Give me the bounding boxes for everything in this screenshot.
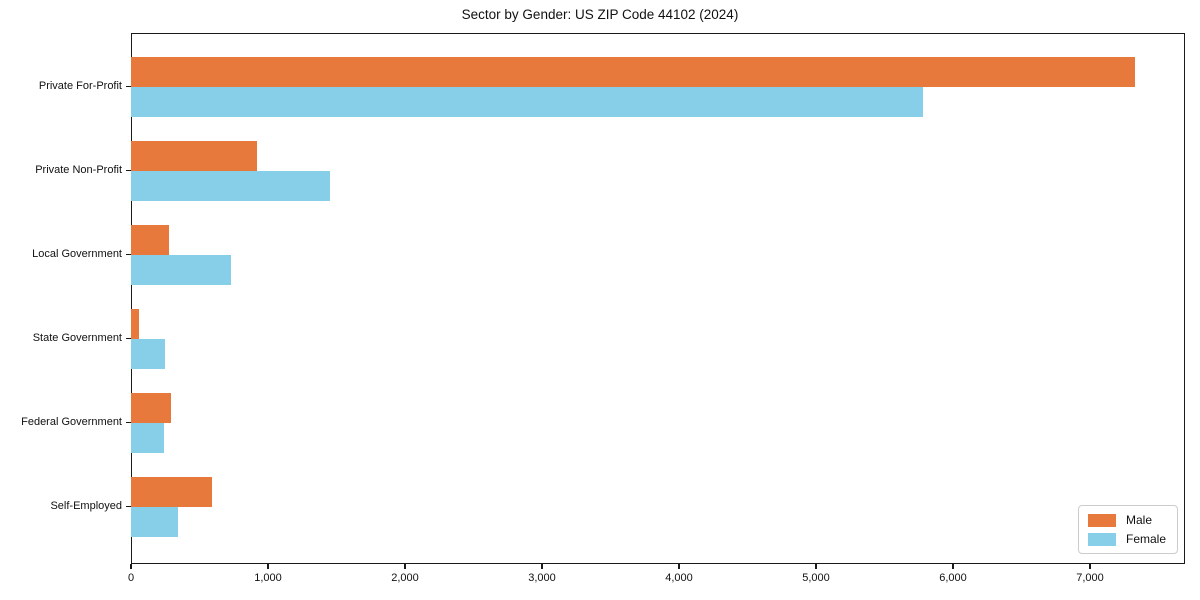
bar-male-1 [131,140,258,171]
x-axis-tick-label: 5,000 [802,572,830,584]
x-axis-tick [267,564,269,569]
legend: Male Female [1077,505,1178,554]
bar-male-2 [131,224,170,255]
bar-female-1 [131,170,330,201]
y-axis-label: Federal Government [21,416,122,428]
y-axis-tick [126,505,131,508]
y-axis-label: Self-Employed [50,500,122,512]
y-axis-label: Local Government [32,248,122,260]
x-axis-tick-label: 6,000 [939,572,967,584]
legend-label-female: Female [1125,532,1166,546]
y-axis-tick [126,421,131,424]
y-axis-tick [126,337,131,340]
y-axis-tick [126,253,131,256]
legend-swatch-female [1087,532,1116,546]
legend-item-female: Female [1087,532,1166,546]
x-axis-tick [130,564,132,569]
y-axis-label: Private Non-Profit [35,164,122,176]
x-axis-tick-label: 7,000 [1076,572,1104,584]
bar-male-3 [131,308,140,339]
x-axis-tick [815,564,817,569]
x-axis-tick-label: 3,000 [528,572,556,584]
x-axis-tick-label: 2,000 [391,572,419,584]
y-axis-tick [126,169,131,172]
legend-item-male: Male [1087,513,1166,527]
y-axis-tick [126,85,131,88]
bar-female-5 [131,506,178,537]
x-axis-tick [678,564,680,569]
bar-female-3 [131,338,166,369]
x-axis-tick-label: 1,000 [254,572,282,584]
chart-title: Sector by Gender: US ZIP Code 44102 (202… [461,7,739,22]
x-axis-tick-label: 0 [127,572,135,584]
legend-label-male: Male [1125,513,1152,527]
x-axis-tick [404,564,406,569]
bar-male-0 [131,56,1136,87]
bar-female-4 [131,422,164,453]
plot-area: Male Female Private For-Profit Private No… [21,33,1185,584]
x-axis-tick-label: 4,000 [665,572,693,584]
x-axis-tick [1089,564,1091,569]
bar-male-4 [131,392,171,423]
y-axis-label: State Government [32,332,122,344]
bar-female-2 [131,254,231,285]
y-axis-label: Private For-Profit [38,80,122,92]
bar-female-0 [131,86,923,117]
legend-swatch-male [1087,513,1116,527]
x-axis-tick [541,564,543,569]
x-axis-tick [952,564,954,569]
bar-male-5 [131,476,212,507]
